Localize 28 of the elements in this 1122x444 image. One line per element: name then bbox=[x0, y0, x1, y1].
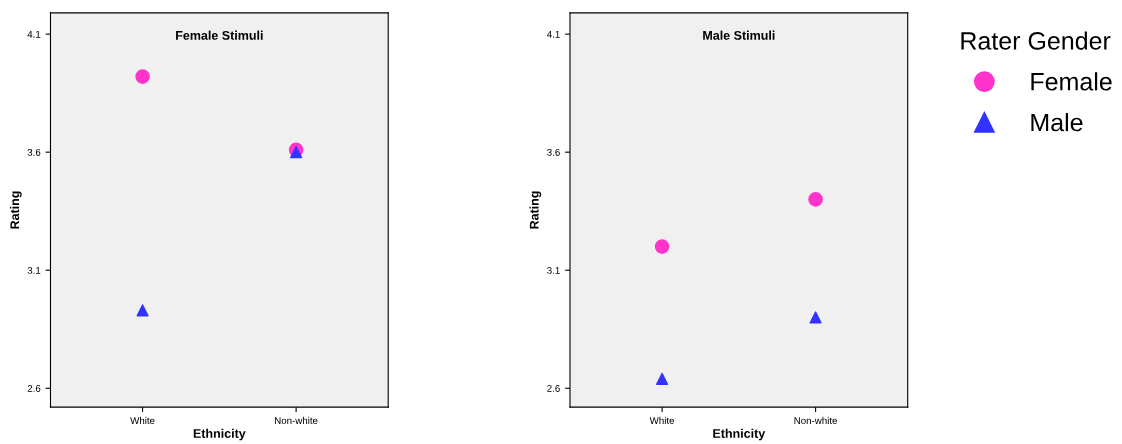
y-axis-title: Rating bbox=[9, 191, 22, 229]
legend-label: Female bbox=[1031, 72, 1112, 91]
x-tick-label: White bbox=[649, 416, 675, 425]
text: Female Stimuli bbox=[176, 30, 263, 40]
y-tick-label: 3.1 bbox=[27, 266, 41, 274]
text: Male Stimuli bbox=[703, 30, 775, 40]
y-tick-label: 4.1 bbox=[546, 30, 560, 38]
y-tick-label: 3.6 bbox=[547, 148, 560, 156]
x-axis-title: Ethnicity bbox=[193, 428, 246, 441]
y-tick-label: 2.6 bbox=[27, 384, 41, 392]
x-tick-label: Non-white bbox=[794, 416, 838, 425]
point bbox=[656, 372, 669, 385]
legend-label: Male bbox=[1031, 112, 1083, 132]
point bbox=[808, 192, 823, 207]
legend-title: Rater Gender bbox=[961, 31, 1111, 50]
y-tick-label: 4.1 bbox=[27, 30, 41, 38]
y-tick-label: 3.1 bbox=[547, 266, 560, 274]
y-tick-label: 2.6 bbox=[547, 384, 560, 392]
point bbox=[135, 69, 150, 84]
point bbox=[290, 146, 303, 159]
point bbox=[654, 239, 670, 254]
x-tick-label: White bbox=[130, 416, 155, 425]
point bbox=[136, 304, 149, 317]
x-tick-label: Non-white bbox=[275, 416, 318, 425]
y-tick-label: 3.6 bbox=[27, 148, 41, 156]
point bbox=[809, 311, 822, 324]
y-axis-title: Rating bbox=[529, 191, 542, 229]
x-axis-title: Ethnicity bbox=[713, 428, 766, 441]
